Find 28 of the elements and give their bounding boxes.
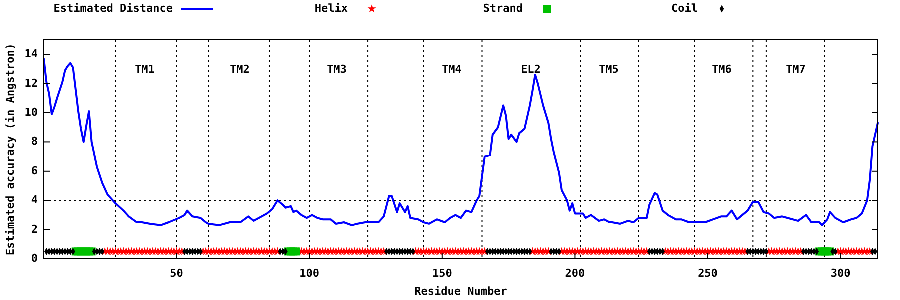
annotation: TM2: [230, 63, 250, 76]
annotation: TM6: [712, 63, 732, 76]
legend-label: Strand: [483, 2, 523, 16]
x-axis-title: Residue Number: [414, 285, 508, 298]
x-tick-label: 150: [432, 267, 452, 280]
y-tick-label: 0: [31, 252, 38, 266]
y-tick-label: 6: [31, 164, 38, 178]
x-tick-label: 100: [300, 267, 320, 280]
annotation: TM5: [599, 63, 619, 76]
annotation: TM1: [135, 63, 156, 76]
y-tick-label: 2: [31, 222, 38, 236]
y-tick-label: 10: [24, 106, 38, 120]
y-tick-label: 12: [24, 76, 38, 90]
legend-label: Coil: [672, 2, 698, 16]
x-tick-label: 250: [698, 267, 718, 280]
annotation: EL2: [521, 63, 541, 76]
y-tick-label: 4: [31, 194, 38, 207]
x-tick-label: 50: [170, 267, 184, 280]
y-axis-title: Estimated accuracy (in Angstron): [4, 44, 17, 256]
annotation: TM4: [442, 63, 462, 76]
x-tick-label: 300: [830, 267, 851, 280]
y-tick-label: 14: [24, 48, 38, 61]
annotation: TM7: [786, 63, 806, 76]
y-tick-label: 8: [31, 135, 38, 148]
legend-label: Estimated Distance: [54, 2, 174, 16]
x-tick-label: 200: [565, 267, 586, 280]
legend-label: Helix: [314, 2, 348, 16]
annotation: TM3: [327, 63, 347, 76]
